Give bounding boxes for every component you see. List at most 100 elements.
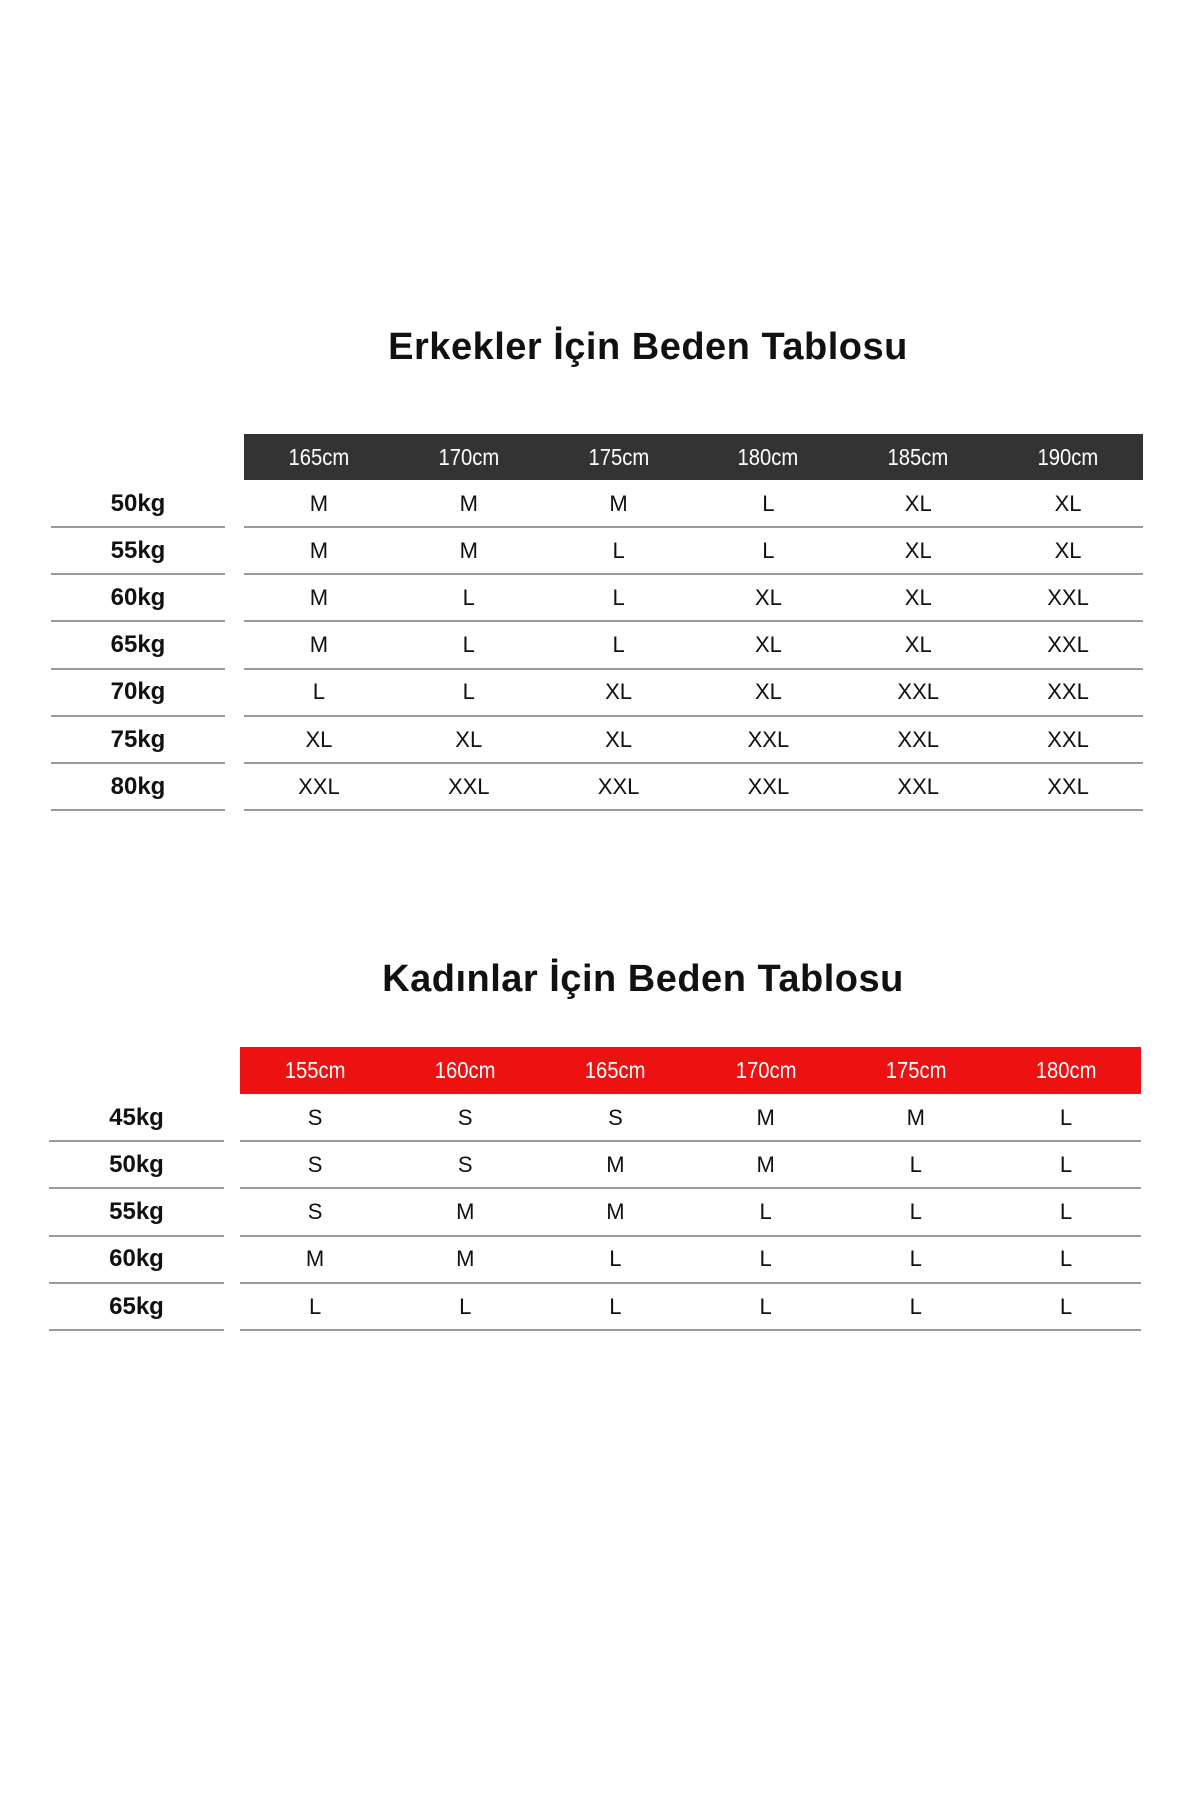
size-cell: S xyxy=(307,1199,323,1225)
size-cell: L xyxy=(612,632,625,658)
size-cell: M xyxy=(609,490,628,516)
size-cell: XL xyxy=(754,632,782,658)
size-cell: XXL xyxy=(747,726,790,752)
size-cell: M xyxy=(309,632,329,658)
height-header: 175cm xyxy=(885,1057,947,1083)
table-row: M L L XL XL XXL xyxy=(244,623,1143,670)
size-cell: L xyxy=(612,537,625,563)
weight-label: 50kg xyxy=(49,1142,224,1190)
size-cell: XL xyxy=(305,726,333,752)
size-cell: M xyxy=(309,537,329,563)
weight-label: 55kg xyxy=(51,528,225,576)
size-cell: L xyxy=(312,679,326,705)
size-cell: XXL xyxy=(1047,584,1089,610)
size-cell: XXL xyxy=(298,773,340,799)
size-cell: XL xyxy=(1054,490,1082,516)
height-header: 165cm xyxy=(288,443,350,470)
weight-label: 60kg xyxy=(51,575,225,623)
size-cell: S xyxy=(307,1104,323,1130)
size-cell: L xyxy=(462,584,475,610)
size-cell: XL xyxy=(754,679,782,705)
size-cell: M xyxy=(606,1199,625,1225)
size-cell: L xyxy=(759,1199,772,1225)
size-cell: M xyxy=(906,1104,925,1130)
size-cell: L xyxy=(909,1199,922,1225)
height-header: 165cm xyxy=(585,1057,646,1083)
size-cell: L xyxy=(909,1246,922,1272)
size-cell: XXL xyxy=(1047,679,1089,705)
weight-label: 75kg xyxy=(51,717,225,764)
header-row: 165cm 170cm 175cm 180cm 185cm 190cm xyxy=(244,434,1143,480)
height-header: 170cm xyxy=(438,443,500,470)
size-cell: L xyxy=(759,1246,772,1272)
size-cell: XL xyxy=(605,726,633,752)
weight-label: 80kg xyxy=(51,764,225,812)
size-cell: XXL xyxy=(1047,726,1089,752)
height-header: 170cm xyxy=(735,1057,796,1083)
size-cell: XL xyxy=(455,726,483,752)
table-row: XL XL XL XXL XXL XXL xyxy=(244,717,1143,764)
size-cell: M xyxy=(456,1246,475,1272)
size-cell: L xyxy=(762,537,775,563)
women-size-chart-title: Kadınlar İçin Beden Tablosu xyxy=(382,958,904,1000)
size-cell: XL xyxy=(904,632,932,658)
table-row: M M L L XL XL xyxy=(244,528,1143,576)
size-cell: M xyxy=(756,1104,775,1130)
size-cell: M xyxy=(459,490,478,516)
size-cell: S xyxy=(457,1104,473,1130)
height-header: 185cm xyxy=(887,443,949,470)
size-cell: L xyxy=(1059,1293,1073,1319)
size-cell: L xyxy=(909,1151,922,1177)
size-cell: XL xyxy=(605,679,633,705)
size-cell: L xyxy=(1059,1246,1073,1272)
size-cell: M xyxy=(459,537,478,563)
size-cell: L xyxy=(1059,1151,1073,1177)
size-cell: M xyxy=(309,490,329,516)
height-header: 180cm xyxy=(1035,1057,1097,1083)
size-cell: XXL xyxy=(897,726,940,752)
size-cell: L xyxy=(462,632,475,658)
size-cell: L xyxy=(1059,1104,1073,1130)
size-cell: L xyxy=(1059,1199,1073,1225)
size-cell: L xyxy=(612,584,625,610)
size-cell: XXL xyxy=(1047,773,1089,799)
height-header: 175cm xyxy=(588,443,649,470)
size-cell: XL xyxy=(904,584,932,610)
size-cell: XXL xyxy=(897,679,940,705)
height-header: 160cm xyxy=(434,1057,496,1083)
size-cell: XL xyxy=(904,490,932,516)
size-cell: XL xyxy=(904,537,932,563)
size-cell: L xyxy=(909,1293,922,1319)
size-cell: XXL xyxy=(597,773,640,799)
weight-label: 65kg xyxy=(49,1284,224,1332)
weight-label: 60kg xyxy=(49,1237,224,1284)
size-cell: L xyxy=(762,490,775,516)
height-header: 155cm xyxy=(284,1057,346,1083)
height-header: 180cm xyxy=(738,443,799,470)
size-cell: XXL xyxy=(747,773,790,799)
size-cell: L xyxy=(459,1293,472,1319)
table-row: M M M L XL XL xyxy=(244,481,1143,528)
men-size-chart-title: Erkekler İçin Beden Tablosu xyxy=(388,326,908,368)
size-cell: L xyxy=(759,1293,772,1319)
weight-label: 50kg xyxy=(51,481,225,528)
size-cell: XXL xyxy=(1047,632,1089,658)
size-cell: L xyxy=(609,1293,622,1319)
header-row: 155cm 160cm 165cm 170cm 175cm 180cm xyxy=(240,1047,1141,1094)
size-cell: XXL xyxy=(447,773,490,799)
weight-label: 70kg xyxy=(51,670,225,717)
size-cell: M xyxy=(309,584,329,610)
weight-label: 65kg xyxy=(51,623,225,670)
size-cell: XL xyxy=(754,584,782,610)
size-cell: XXL xyxy=(897,773,940,799)
size-cell: M xyxy=(606,1151,625,1177)
size-cell: XL xyxy=(1054,537,1082,563)
weight-label: 45kg xyxy=(49,1095,224,1142)
size-cell: S xyxy=(457,1151,473,1177)
size-cell: M xyxy=(305,1246,325,1272)
weight-label: 55kg xyxy=(49,1190,224,1237)
